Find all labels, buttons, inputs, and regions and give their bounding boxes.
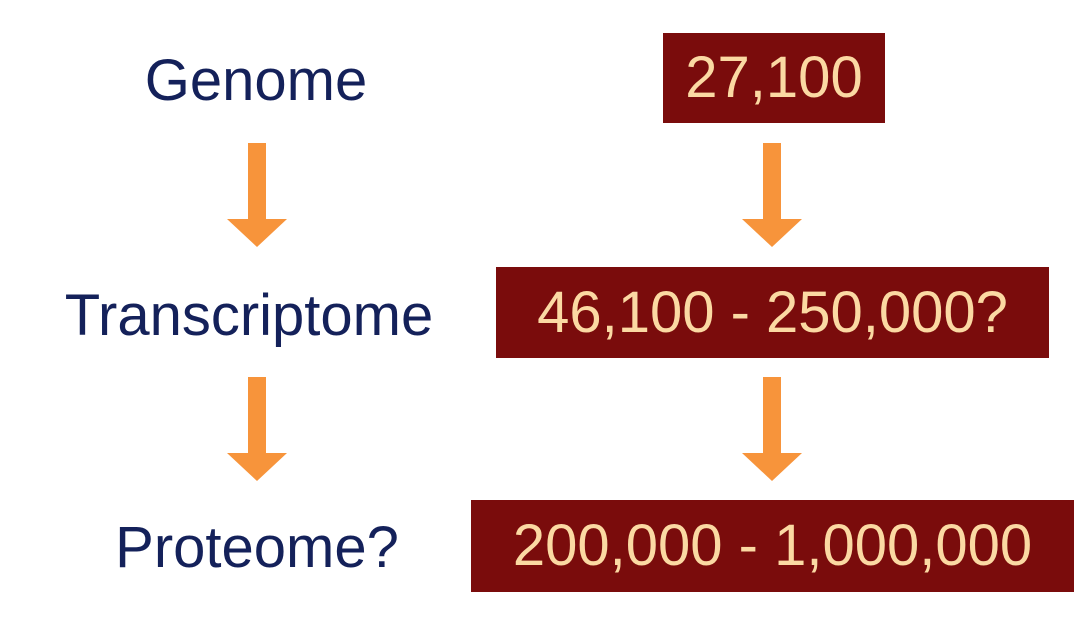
down-arrow-icon [742, 143, 802, 247]
down-arrow-icon [227, 143, 287, 247]
proteome-count-text: 200,000 - 1,000,000 [512, 513, 1033, 578]
genome-count-text: 27,100 [685, 45, 863, 110]
down-arrow-icon [742, 377, 802, 481]
transcriptome-count-text: 46,100 - 250,000? [537, 279, 1008, 345]
proteome-count-box: 200,000 - 1,000,000 [471, 500, 1074, 592]
genome-label: Genome [144, 48, 368, 113]
genome-count-box: 27,100 [663, 33, 885, 123]
transcriptome-label: Transcriptome [64, 283, 434, 348]
proteome-label: Proteome? [115, 515, 399, 580]
transcriptome-count-box: 46,100 - 250,000? [496, 267, 1049, 358]
down-arrow-icon [227, 377, 287, 481]
